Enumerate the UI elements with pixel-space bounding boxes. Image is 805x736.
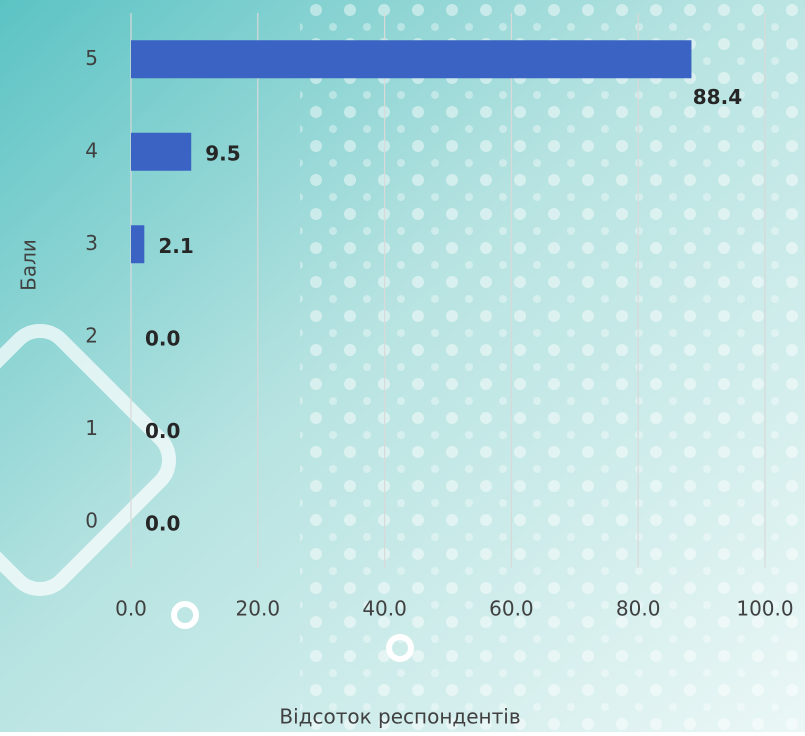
- y-tick-label: 3: [85, 231, 98, 255]
- y-tick-label: 0: [85, 508, 98, 532]
- bar: [131, 132, 192, 171]
- value-label: 2.1: [158, 234, 193, 258]
- y-tick-label: 5: [85, 46, 98, 70]
- value-label: 88.4: [693, 85, 742, 109]
- y-tick-label: 1: [85, 416, 98, 440]
- x-tick-label: 100.0: [736, 597, 793, 621]
- value-label: 0.0: [145, 511, 180, 535]
- x-tick-label: 60.0: [489, 597, 534, 621]
- y-axis-title: Бали: [17, 239, 41, 291]
- value-label: 0.0: [145, 326, 180, 350]
- bar: [131, 225, 145, 264]
- x-tick-label: 40.0: [362, 597, 407, 621]
- decoration: [0, 324, 176, 596]
- y-tick-label: 4: [85, 138, 98, 162]
- value-label: 9.5: [205, 141, 240, 165]
- x-tick-label: 0.0: [115, 597, 147, 621]
- decoration: [171, 601, 199, 629]
- y-tick-label: 2: [85, 323, 98, 347]
- x-tick-label: 20.0: [236, 597, 281, 621]
- x-tick-label: 80.0: [616, 597, 661, 621]
- background-dots: [300, 0, 805, 732]
- value-label: 0.0: [145, 419, 180, 443]
- bar: [131, 40, 692, 79]
- x-axis-title: Відсоток респондентів: [279, 705, 520, 729]
- decoration: [386, 634, 414, 662]
